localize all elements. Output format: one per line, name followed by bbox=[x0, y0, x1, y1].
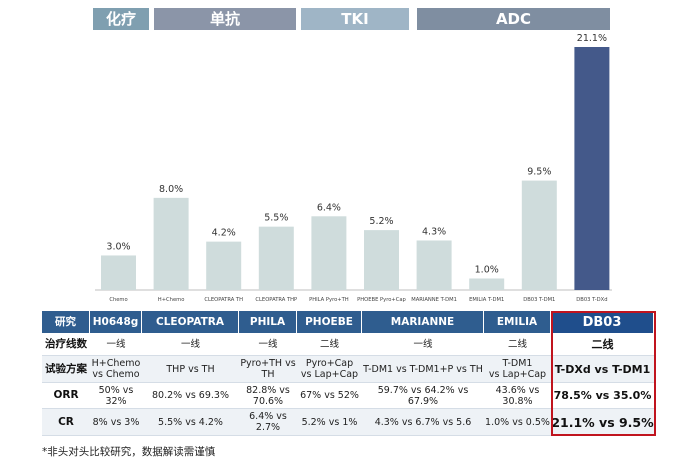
category-label-4: PHILA Pyro+TH bbox=[309, 297, 349, 303]
table-cell: 43.6% vs 30.8% bbox=[495, 384, 540, 407]
table-header-cell: PHILA bbox=[239, 311, 296, 333]
comparison-table: 研究 H0648g CLEOPATRA PHILA PHOEBE MARIANNE EMIL… bbox=[42, 311, 654, 436]
table-cell: H+Chemo vs Chemo bbox=[91, 358, 141, 380]
db03-cell: 二线 bbox=[591, 337, 614, 351]
table-cell: THP vs TH bbox=[166, 363, 215, 375]
value-label-0: 3.0% bbox=[106, 241, 130, 252]
category-label-7: EMILIA T-DM1 bbox=[469, 297, 504, 303]
table-cell: 82.8% vs 70.6% bbox=[246, 384, 290, 407]
row-label: 治疗线数 bbox=[45, 337, 87, 350]
bar-2 bbox=[206, 241, 242, 290]
value-label-5: 5.2% bbox=[369, 216, 393, 227]
table-cell: 80.2% vs 69.3% bbox=[152, 390, 229, 401]
category-label-2: CLEOPATRA TH bbox=[204, 297, 243, 303]
table-cell: 二线 bbox=[507, 338, 527, 350]
value-label-group: 3.0% 8.0% 4.2% 5.5% 6.4% 5.2% 4.3% 1.0% 9.5% 21.1… bbox=[106, 33, 607, 275]
row-label: 试验方案 bbox=[45, 362, 87, 375]
db03-cell: 78.5% vs 35.0% bbox=[553, 389, 652, 402]
table-cell: 一线 bbox=[258, 338, 278, 350]
bar-5 bbox=[364, 230, 399, 290]
table-cell: 一线 bbox=[413, 338, 433, 350]
table-header-cell: H0648g bbox=[90, 311, 141, 333]
value-label-2: 4.2% bbox=[212, 228, 236, 239]
table-row: 治疗线数 一线 一线 一线 二线 一线 二线 二线 bbox=[42, 333, 654, 356]
table-cell: 一线 bbox=[180, 338, 200, 350]
category-chemo: 化疗 bbox=[93, 8, 149, 30]
category-label-9: DB03 T-DXd bbox=[576, 297, 607, 303]
bar-8 bbox=[521, 180, 557, 290]
table-cell: 8% vs 3% bbox=[92, 416, 140, 428]
table-cell: 一线 bbox=[106, 338, 126, 350]
bar-4 bbox=[311, 216, 347, 290]
bar-6 bbox=[416, 240, 452, 290]
db03-cell: 21.1% vs 9.5% bbox=[551, 414, 654, 430]
table-row: CR 8% vs 3% 5.5% vs 4.2% 6.4% vs 2.7% 5.2% v… bbox=[42, 409, 654, 436]
db03-cell: T-DXd vs T-DM1 bbox=[554, 362, 651, 376]
value-label-3: 5.5% bbox=[264, 213, 288, 224]
value-label-7: 1.0% bbox=[475, 264, 499, 275]
row-label: CR bbox=[58, 415, 74, 428]
category-antibody: 单抗 bbox=[154, 8, 296, 30]
footnote: *非头对头比较研究，数据解读需谨慎 bbox=[42, 446, 216, 458]
table-header-cell: CLEOPATRA bbox=[142, 311, 238, 333]
bar-3 bbox=[258, 226, 294, 290]
table-row: 试验方案 H+Chemo vs Chemo THP vs TH Pyro+TH vs … bbox=[42, 356, 654, 383]
category-adc: ADC bbox=[417, 8, 610, 30]
category-label-0: Chemo bbox=[109, 297, 127, 303]
table-cell: 二线 bbox=[319, 338, 339, 350]
table-cell: Pyro+Cap vs Lap+Cap bbox=[300, 358, 359, 380]
value-label-6: 4.3% bbox=[422, 226, 446, 237]
bar-0 bbox=[101, 255, 136, 290]
table-header-cell: 研究 bbox=[42, 311, 89, 333]
table-cell: 67% vs 52% bbox=[300, 390, 359, 401]
table-cell: 5.2% vs 1% bbox=[301, 416, 358, 428]
row-label: ORR bbox=[53, 389, 79, 401]
category-tki: TKI bbox=[301, 8, 409, 30]
table-cell: 50% vs 32% bbox=[98, 384, 134, 407]
category-header-row: 化疗 单抗 TKI ADC bbox=[0, 8, 700, 32]
value-label-4: 6.4% bbox=[317, 202, 341, 213]
orr-cr-bar-chart: 3.0% 8.0% 4.2% 5.5% 6.4% 5.2% 4.3% 1.0% 9.5% 21.1… bbox=[95, 33, 612, 303]
category-label-1: H+Chemo bbox=[158, 297, 185, 303]
category-label-group: Chemo H+Chemo CLEOPATRA TH CLEOPATRA THP PHI… bbox=[109, 297, 607, 303]
table-cell: 6.4% vs 2.7% bbox=[249, 411, 287, 433]
value-label-8: 9.5% bbox=[527, 167, 551, 178]
value-label-9: 21.1% bbox=[577, 33, 607, 44]
table-cell: Pyro+TH vs TH bbox=[240, 358, 296, 380]
value-label-1: 8.0% bbox=[159, 184, 183, 195]
table-cell: 5.5% vs 4.2% bbox=[158, 416, 223, 428]
category-label-3: CLEOPATRA THP bbox=[255, 297, 297, 303]
table-header-cell: DB03 bbox=[551, 311, 653, 333]
bar-9 bbox=[574, 47, 610, 290]
bar-group bbox=[101, 47, 610, 290]
table-cell: 4.3% vs 6.7% vs 5.6 bbox=[374, 416, 472, 428]
table-cell: 1.0% vs 0.5% bbox=[485, 416, 550, 428]
bar-1 bbox=[153, 197, 189, 290]
table-cell: T-DM1 vs T-DM1+P vs TH bbox=[363, 363, 483, 375]
table-cell: 59.7% vs 64.2% vs 67.9% bbox=[377, 384, 469, 407]
table-header-cell: PHOEBE bbox=[297, 311, 361, 333]
category-label-8: DB03 T-DM1 bbox=[523, 297, 555, 303]
table-header-cell: MARIANNE bbox=[362, 311, 483, 333]
table-cell: T-DM1 vs Lap+Cap bbox=[488, 358, 547, 380]
table-header-row: 研究 H0648g CLEOPATRA PHILA PHOEBE MARIANNE EMIL… bbox=[42, 311, 654, 333]
category-label-6: MARIANNE T-DM1 bbox=[411, 297, 457, 303]
category-label-5: PHOEBE Pyro+Cap bbox=[357, 297, 406, 303]
bar-7 bbox=[469, 278, 505, 290]
table-row: ORR 50% vs 32% 80.2% vs 69.3% 82.8% vs 70.6… bbox=[42, 383, 654, 409]
table-header-cell: EMILIA bbox=[484, 311, 550, 333]
